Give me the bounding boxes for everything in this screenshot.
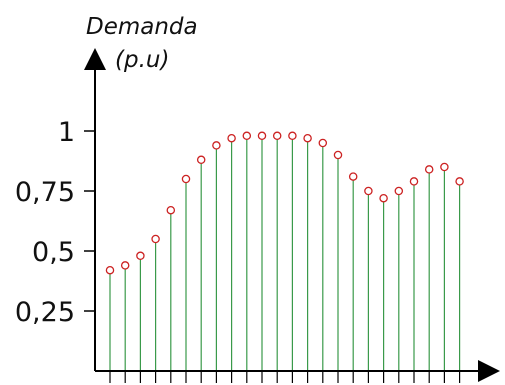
y-axis-title-line2: (p.u) (115, 47, 169, 73)
data-point-marker (136, 251, 145, 261)
data-point-marker (196, 155, 206, 165)
data-point-marker (288, 131, 297, 141)
data-point-marker (181, 174, 191, 184)
data-point-marker (242, 131, 252, 141)
data-point-marker (120, 261, 130, 270)
y-tick-label: 0,25 (15, 297, 75, 328)
y-axis-arrowhead (84, 48, 106, 70)
x-ticks-layer (109, 371, 461, 383)
data-point-marker (212, 141, 221, 150)
y-tick-label: 1 (58, 117, 75, 148)
y-ticks-layer: 1 0,75 0,5 0,25 (15, 117, 95, 328)
data-point-marker (455, 177, 464, 186)
y-axis-title-line1: Demanda (86, 14, 198, 40)
data-point-marker (227, 133, 236, 143)
data-point-marker (348, 172, 358, 181)
data-point-marker (272, 131, 282, 141)
data-point-marker (440, 162, 449, 172)
data-point-marker (105, 265, 115, 275)
data-point-marker (333, 150, 343, 160)
axes-layer (84, 48, 500, 382)
data-point-marker (257, 131, 267, 141)
y-tick-label: 0,5 (32, 237, 75, 268)
x-axis-arrowhead (478, 360, 500, 382)
data-point-marker (424, 165, 434, 174)
data-point-marker (394, 186, 404, 196)
data-point-marker (318, 138, 328, 148)
markers-layer (105, 131, 464, 275)
data-point-marker (409, 177, 419, 186)
y-tick-label: 0,75 (15, 177, 75, 208)
data-point-marker (166, 205, 176, 215)
data-point-marker (303, 133, 312, 143)
data-point-marker (151, 234, 160, 244)
data-point-marker (364, 186, 373, 196)
data-point-marker (379, 193, 388, 203)
stems-layer (109, 139, 461, 371)
